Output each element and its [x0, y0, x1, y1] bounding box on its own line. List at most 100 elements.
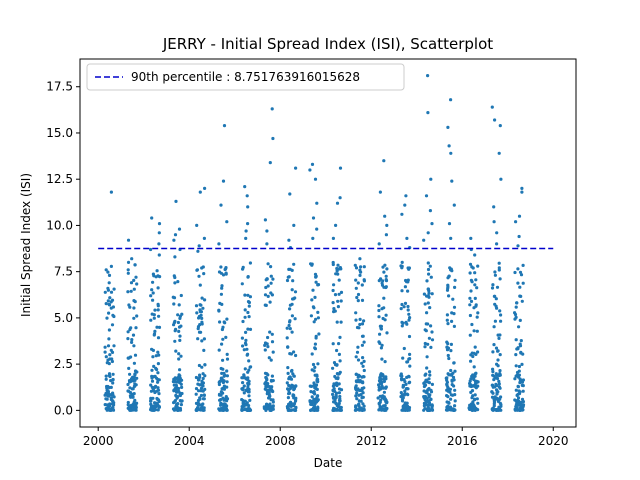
data-point: [333, 293, 338, 297]
data-point: [516, 267, 520, 271]
data-point: [358, 379, 362, 383]
data-point: [427, 272, 431, 276]
data-point: [130, 387, 134, 391]
data-point: [472, 365, 476, 369]
data-point: [130, 376, 134, 380]
data-point: [445, 318, 449, 322]
data-point: [310, 352, 314, 356]
data-point: [240, 408, 244, 412]
data-point: [471, 408, 475, 412]
data-point: [402, 305, 406, 309]
data-point: [110, 357, 114, 361]
data-point: [271, 277, 275, 281]
data-point: [313, 347, 317, 351]
data-point: [357, 408, 361, 412]
data-point: [316, 283, 320, 287]
data-point: [292, 374, 296, 378]
data-point: [126, 238, 131, 242]
data-point: [335, 363, 339, 367]
data-point: [334, 272, 338, 276]
data-point: [200, 316, 204, 320]
data-point: [400, 212, 404, 216]
season-2018-points: [513, 186, 526, 412]
season-2014-points: [422, 74, 435, 412]
data-point: [200, 382, 204, 386]
data-point: [469, 289, 473, 293]
data-point: [490, 408, 494, 412]
data-point: [472, 329, 476, 333]
data-point: [310, 402, 314, 407]
data-point: [156, 397, 160, 402]
data-point: [246, 222, 250, 226]
data-point: [520, 190, 524, 194]
data-point: [222, 124, 227, 128]
axes: 2000 2004 2008 2012 2016 2020 0.0 2.5 5.0 7.5 10.0…: [46, 58, 577, 448]
data-point: [271, 136, 275, 141]
data-point: [200, 266, 204, 270]
data-point: [427, 295, 431, 299]
data-point: [126, 337, 130, 341]
data-point: [224, 335, 228, 339]
data-point: [498, 386, 502, 390]
data-point: [103, 290, 107, 294]
data-point: [243, 367, 247, 371]
data-point: [450, 319, 454, 323]
data-point: [265, 404, 269, 408]
data-point: [354, 394, 358, 398]
data-point: [336, 376, 340, 380]
data-point: [197, 244, 201, 248]
data-point: [427, 406, 431, 411]
data-point: [246, 293, 250, 297]
data-point: [446, 346, 451, 350]
data-point: [452, 203, 456, 207]
data-point: [111, 377, 115, 382]
data-point: [202, 272, 206, 276]
data-point: [423, 383, 428, 387]
legend-box: [86, 63, 405, 91]
data-point: [338, 394, 342, 399]
data-point: [225, 369, 229, 373]
data-point: [356, 299, 360, 303]
data-point: [134, 326, 138, 330]
data-point: [312, 390, 316, 394]
data-point: [379, 346, 383, 350]
data-point: [288, 192, 292, 196]
data-point: [518, 285, 522, 289]
data-point: [242, 384, 246, 388]
data-point: [401, 356, 405, 360]
data-point: [356, 358, 361, 362]
data-point: [520, 362, 524, 366]
data-point: [171, 295, 175, 299]
data-point: [516, 396, 521, 400]
data-point: [335, 320, 339, 324]
data-point: [360, 396, 364, 400]
data-point: [359, 393, 363, 397]
y-tick-label: 0.0: [54, 403, 73, 417]
data-point: [385, 267, 389, 271]
data-point: [149, 247, 153, 252]
data-point: [520, 186, 524, 190]
data-point: [105, 408, 109, 412]
data-point: [202, 393, 206, 397]
data-point: [198, 283, 202, 287]
data-point: [377, 388, 381, 392]
data-point: [403, 285, 407, 289]
data-point: [152, 404, 156, 409]
data-point: [176, 408, 180, 412]
data-point: [108, 374, 112, 379]
data-point: [469, 299, 474, 303]
data-point: [219, 203, 223, 207]
data-point: [285, 278, 290, 283]
data-point: [157, 231, 161, 235]
data-point: [290, 404, 294, 408]
data-point: [377, 385, 381, 389]
data-point: [149, 294, 153, 298]
data-point: [240, 376, 244, 380]
data-point: [246, 310, 250, 315]
data-point: [150, 288, 154, 292]
data-point: [131, 379, 135, 383]
data-point: [155, 402, 159, 406]
data-point: [199, 389, 203, 393]
data-point: [452, 361, 456, 365]
data-point: [135, 370, 139, 374]
